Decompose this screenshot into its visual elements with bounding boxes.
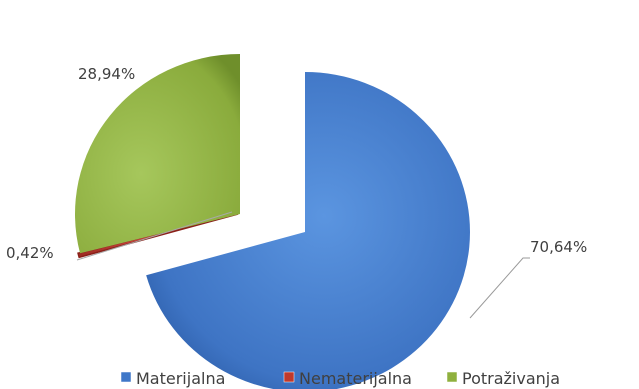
slice-potrazivanja xyxy=(74,54,240,254)
slice-materijalna xyxy=(146,72,470,389)
leader-line-materijalna xyxy=(469,257,530,319)
leader-line-nematerijalna xyxy=(76,211,233,261)
data-label-nematerijalna: 0,42% xyxy=(6,244,54,262)
legend-swatch-nematerijalna xyxy=(283,371,295,383)
legend-label-materijalna: Materijalna xyxy=(136,369,225,388)
legend-swatch-potrazivanja xyxy=(446,371,458,383)
legend-swatch-materijalna xyxy=(120,371,132,383)
data-label-materijalna: 70,64% xyxy=(530,238,587,256)
legend-label-potrazivanja: Potraživanja xyxy=(462,369,560,388)
data-label-potrazivanja: 28,94% xyxy=(78,65,135,83)
legend-label-nematerijalna: Nematerijalna xyxy=(299,369,412,388)
slice-nematerijalna xyxy=(77,213,239,259)
